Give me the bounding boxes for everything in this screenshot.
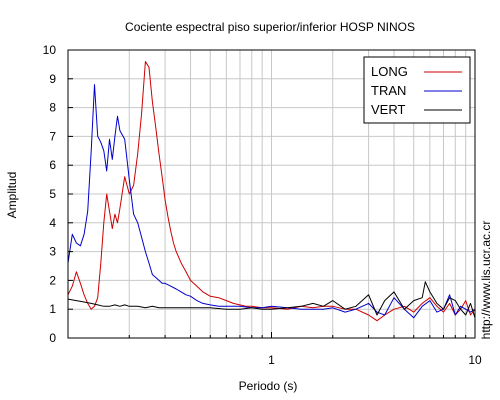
y-tick-label: 7 [49,129,56,143]
chart-title: Cociente espectral piso superior/inferio… [125,20,415,34]
ticks: 0 1 2 3 4 5 6 7 8 9 10 1 10 [43,43,482,367]
y-tick-label: 3 [49,245,56,259]
y-tick-label: 9 [49,72,56,86]
y-tick-label: 6 [49,158,56,172]
x-tick-label: 10 [468,353,482,367]
series-long-line [68,61,475,322]
y-axis-label: Amplitud [5,172,19,219]
x-tick-label: 1 [268,353,275,367]
y-tick-label: 8 [49,101,56,115]
legend-box [363,56,471,124]
series-layer [68,61,475,322]
y-tick-label: 2 [49,273,56,287]
y-tick-label: 1 [49,302,56,316]
x-axis-label: Periodo (s) [239,379,298,393]
y-tick-label: 10 [43,43,57,57]
y-tick-label: 0 [49,331,56,345]
y-tick-label: 4 [49,216,56,230]
y-tick-label: 5 [49,187,56,201]
side-annotation: http://www.lis.ucr.ac.cr [479,221,493,340]
series-tran-line [68,84,475,319]
legend: LONG TRAN VERT [363,56,471,124]
series-vert-line [68,281,475,318]
legend-label-long: LONG [371,64,408,79]
legend-label-vert: VERT [371,102,405,117]
legend-label-tran: TRAN [371,83,406,98]
